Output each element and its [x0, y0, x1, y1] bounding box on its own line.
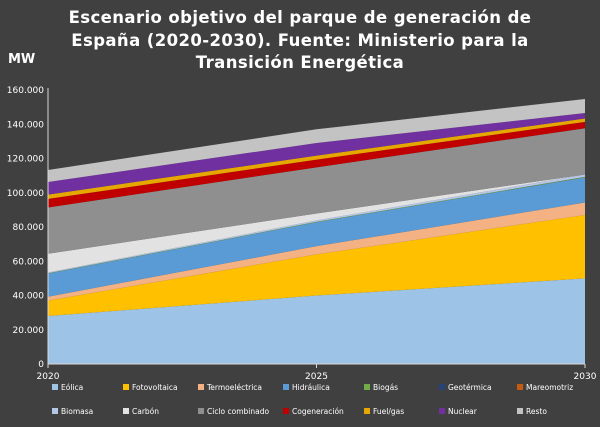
area-series-biomasa — [48, 174, 585, 274]
legend-label: Fuel/gas — [373, 407, 404, 416]
y-tick-label: 0 — [38, 360, 44, 370]
legend-swatch — [283, 384, 289, 390]
area-series-resto — [48, 98, 585, 182]
legend-swatch — [52, 384, 58, 390]
area-series-fotovoltaica — [48, 215, 585, 317]
chart-title-line-1: Escenario objetivo del parque de generac… — [68, 8, 532, 27]
legend-swatch — [198, 408, 204, 414]
legend-swatch — [198, 384, 204, 390]
legend-swatch — [364, 384, 370, 390]
legend-swatch — [517, 384, 523, 390]
legend-swatch — [123, 408, 129, 414]
legend-swatch — [52, 408, 58, 414]
legend-label: Geotérmica — [448, 383, 492, 392]
x-tick-label: 2025 — [305, 372, 328, 382]
area-series-fuel-gas — [48, 118, 585, 199]
y-tick-label: 80.000 — [13, 223, 45, 233]
area-series-ciclo-combinado — [48, 128, 585, 254]
legend-swatch — [364, 408, 370, 414]
y-tick-label: 60.000 — [13, 257, 45, 267]
legend-swatch — [439, 384, 445, 390]
chart-title-line-3: Transición Energética — [195, 53, 405, 72]
y-tick-label: 160.000 — [7, 86, 44, 96]
legend-label: Eólica — [61, 383, 83, 392]
x-tick-label: 2030 — [574, 372, 597, 382]
legend-label: Hidráulica — [292, 383, 330, 392]
legend-label: Resto — [526, 407, 547, 416]
area-series-hidr-ulica — [48, 177, 585, 297]
y-tick-label: 40.000 — [13, 292, 45, 302]
y-axis-label: MW — [8, 52, 36, 67]
legend-label: Biomasa — [61, 407, 93, 416]
legend-label: Termoeléctrica — [206, 383, 262, 392]
area-series-termoel-ctrica — [48, 202, 585, 301]
y-tick-label: 140.000 — [7, 120, 44, 130]
legend-label: Cogeneración — [292, 407, 344, 416]
area-series-nuclear — [48, 112, 585, 195]
legend-swatch — [283, 408, 289, 414]
legend-label: Fotovoltaica — [132, 383, 178, 392]
legend-label: Mareomotriz — [526, 383, 573, 392]
area-series-cogeneraci-n — [48, 121, 585, 208]
legend-label: Carbón — [132, 407, 159, 416]
legend-swatch — [439, 408, 445, 414]
legend-label: Biogás — [373, 383, 398, 392]
legend-label: Ciclo combinado — [207, 407, 269, 416]
y-tick-label: 100.000 — [7, 189, 44, 199]
x-tick-label: 2020 — [37, 372, 60, 382]
y-tick-label: 120.000 — [7, 155, 44, 165]
chart-title-line-2: España (2020-2030). Fuente: Ministerio p… — [71, 31, 529, 50]
y-tick-label: 20.000 — [13, 326, 45, 336]
legend-label: Nuclear — [448, 407, 478, 416]
area-series-e-lica — [48, 278, 585, 364]
legend-swatch — [517, 408, 523, 414]
legend-swatch — [123, 384, 129, 390]
